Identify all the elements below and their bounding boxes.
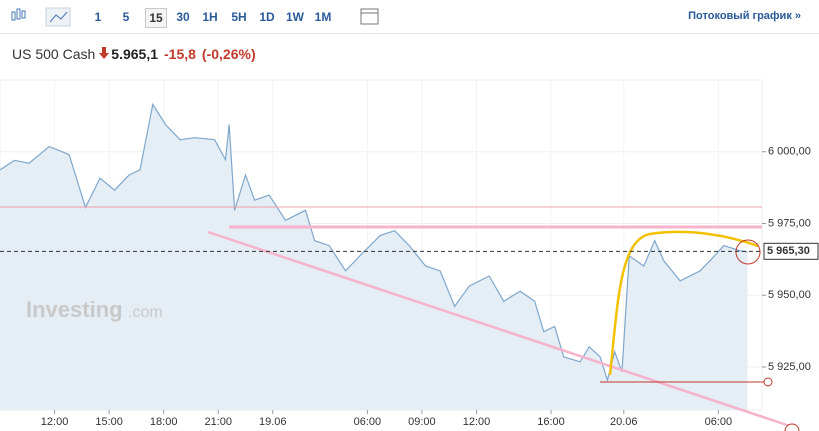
y-tick-label: 6 000,00: [768, 146, 811, 158]
quote-header: US 500 Cash 5.965,1 -15,8 (-0,26%): [12, 46, 256, 62]
stream-chart-link[interactable]: Потоковый график »: [688, 10, 801, 22]
handle: [763, 377, 773, 387]
watermark-suffix: .com: [128, 304, 163, 321]
x-tick-label: 19.06: [259, 416, 287, 428]
interval-button[interactable]: 1D: [259, 10, 275, 24]
x-tick-label: 06:00: [705, 416, 733, 428]
interval-button[interactable]: 5: [122, 10, 130, 24]
x-tick-label: 16:00: [537, 416, 565, 428]
y-tick-label: 5 925,00: [768, 361, 811, 373]
change-percent: (-0,26%): [201, 46, 256, 62]
x-tick-label: 21:00: [204, 416, 232, 428]
x-tick-label: 18:00: [150, 416, 178, 428]
x-tick-label: 12:00: [41, 416, 69, 428]
highlight-circle: [735, 239, 761, 265]
x-tick-label: 12:00: [463, 416, 491, 428]
x-tick-label: 15:00: [95, 416, 123, 428]
y-tick-label: 5 975,00: [768, 217, 811, 229]
interval-button[interactable]: 5H: [231, 10, 247, 24]
interval-button[interactable]: 1W: [286, 10, 304, 24]
x-tick-label: 20.06: [610, 416, 638, 428]
price: 5.965,1: [111, 46, 158, 62]
drawn-curve: [608, 230, 759, 376]
interval-button[interactable]: 15: [145, 8, 167, 28]
toolbar: 1 5 15 30 1H 5H 1D 1W 1M Потоковый график »: [0, 0, 819, 34]
x-tick-label: 06:00: [354, 416, 382, 428]
down-arrow: [99, 47, 110, 59]
drawn-trendline: [207, 230, 791, 428]
last-price-label: 5 965,30: [767, 245, 810, 257]
interval-button[interactable]: 1: [94, 10, 102, 24]
handle: [784, 423, 800, 431]
table-icon[interactable]: [358, 0, 382, 34]
interval-button[interactable]: 1H: [202, 10, 218, 24]
chart-type-icons: [11, 7, 71, 27]
x-tick-label: 09:00: [408, 416, 436, 428]
interval-button[interactable]: 30: [176, 10, 190, 24]
plot-area: [0, 79, 763, 411]
instrument: US 500 Cash: [12, 46, 96, 62]
area: [0, 104, 748, 411]
y-tick-label: 5 950,00: [768, 289, 811, 301]
watermark: Investing: [26, 297, 123, 322]
price-line: [0, 102, 748, 383]
interval-button[interactable]: 1M: [314, 10, 332, 24]
change: -15,8: [164, 46, 196, 62]
last-price-box: [763, 242, 819, 260]
